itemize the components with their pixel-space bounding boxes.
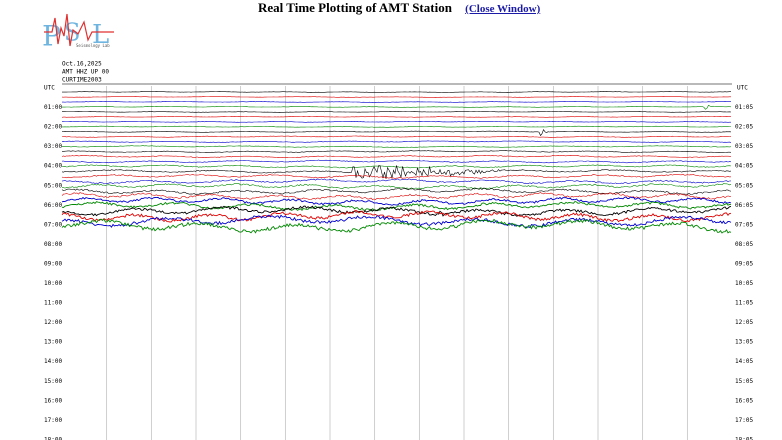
seismic-trace	[61, 165, 732, 179]
seismic-trace	[61, 205, 732, 217]
hour-label: 17:05	[735, 417, 753, 424]
seismic-trace	[61, 91, 731, 93]
hour-label: 09:00	[44, 260, 62, 267]
seismic-trace	[61, 214, 732, 228]
left-axis-label: UTC	[44, 85, 55, 92]
hour-label: 14:00	[44, 358, 62, 365]
seismic-trace	[61, 173, 732, 179]
seismic-trace	[61, 140, 732, 143]
seismic-trace	[61, 218, 732, 234]
hour-label: 02:00	[44, 124, 62, 131]
hour-label: 02:05	[735, 124, 753, 131]
logo: P S L Seismology Lab	[42, 13, 114, 53]
seismic-trace	[61, 183, 732, 190]
seismic-trace	[61, 101, 731, 103]
seismic-trace	[61, 159, 732, 164]
seismic-trace	[62, 111, 732, 113]
right-axis-label: UTC	[737, 85, 748, 92]
seismic-trace	[61, 196, 732, 206]
hour-label: 01:00	[44, 104, 62, 111]
seismic-trace	[61, 210, 732, 223]
hour-label: 01:05	[735, 104, 753, 111]
seismic-trace	[61, 200, 732, 212]
hour-label: 07:05	[735, 221, 753, 228]
hour-label: 13:05	[735, 339, 753, 346]
hour-label: 05:05	[735, 182, 753, 189]
close-window-link[interactable]: (Close Window)	[465, 3, 541, 15]
hour-label: 16:05	[735, 397, 753, 404]
hour-label: 08:05	[735, 241, 753, 248]
hour-label: 06:05	[735, 202, 753, 209]
page-title: Real Time Plotting of AMT Station	[258, 0, 452, 15]
seismic-trace	[62, 150, 732, 154]
logo-caption: Seismology Lab	[76, 43, 110, 48]
hour-label: 12:05	[735, 319, 753, 326]
hour-label: 18:05	[735, 436, 753, 440]
hour-label: 18:00	[44, 436, 62, 440]
logo-wave	[44, 13, 114, 47]
hour-label: 11:05	[735, 300, 753, 307]
station-info: CURTIME2003	[62, 77, 102, 84]
seismic-trace	[61, 178, 732, 185]
hour-label: 15:05	[735, 378, 753, 385]
hour-label: 08:00	[44, 241, 62, 248]
logo-letter: P	[42, 20, 61, 53]
hour-label: 14:05	[735, 358, 753, 365]
seismic-trace	[61, 128, 732, 137]
hour-label: 07:00	[44, 221, 62, 228]
seismic-trace	[62, 120, 731, 123]
hour-label: 06:00	[44, 202, 62, 209]
seismic-trace	[62, 104, 732, 110]
hour-label: 04:05	[735, 163, 753, 170]
hour-label: 10:05	[735, 280, 753, 287]
hour-label: 17:00	[44, 417, 62, 424]
hour-label: 13:00	[44, 339, 62, 346]
station-info: Oct.16,2025	[62, 61, 102, 68]
hour-label: 15:00	[44, 378, 62, 385]
seismic-trace	[61, 115, 732, 118]
hour-label: 11:00	[44, 300, 62, 307]
hour-label: 03:00	[44, 143, 62, 150]
seismic-trace	[61, 145, 732, 148]
seismic-trace	[61, 187, 732, 195]
station-info: AMT HHZ UP 00	[62, 69, 109, 76]
logo-letter: L	[92, 20, 109, 50]
seismic-trace	[61, 96, 731, 98]
seismic-trace	[61, 135, 732, 138]
seismic-trace	[61, 154, 731, 159]
hour-label: 10:00	[44, 280, 62, 287]
seismic-trace	[62, 125, 731, 128]
hour-label: 12:00	[44, 319, 62, 326]
hour-label: 16:00	[44, 397, 62, 404]
hour-label: 05:00	[44, 182, 62, 189]
hour-label: 04:00	[44, 163, 62, 170]
hour-label: 09:05	[735, 260, 753, 267]
hour-label: 03:05	[735, 143, 753, 150]
page-header: Real Time Plotting of AMT Station (Close…	[258, 0, 540, 16]
seismic-trace	[61, 192, 732, 200]
